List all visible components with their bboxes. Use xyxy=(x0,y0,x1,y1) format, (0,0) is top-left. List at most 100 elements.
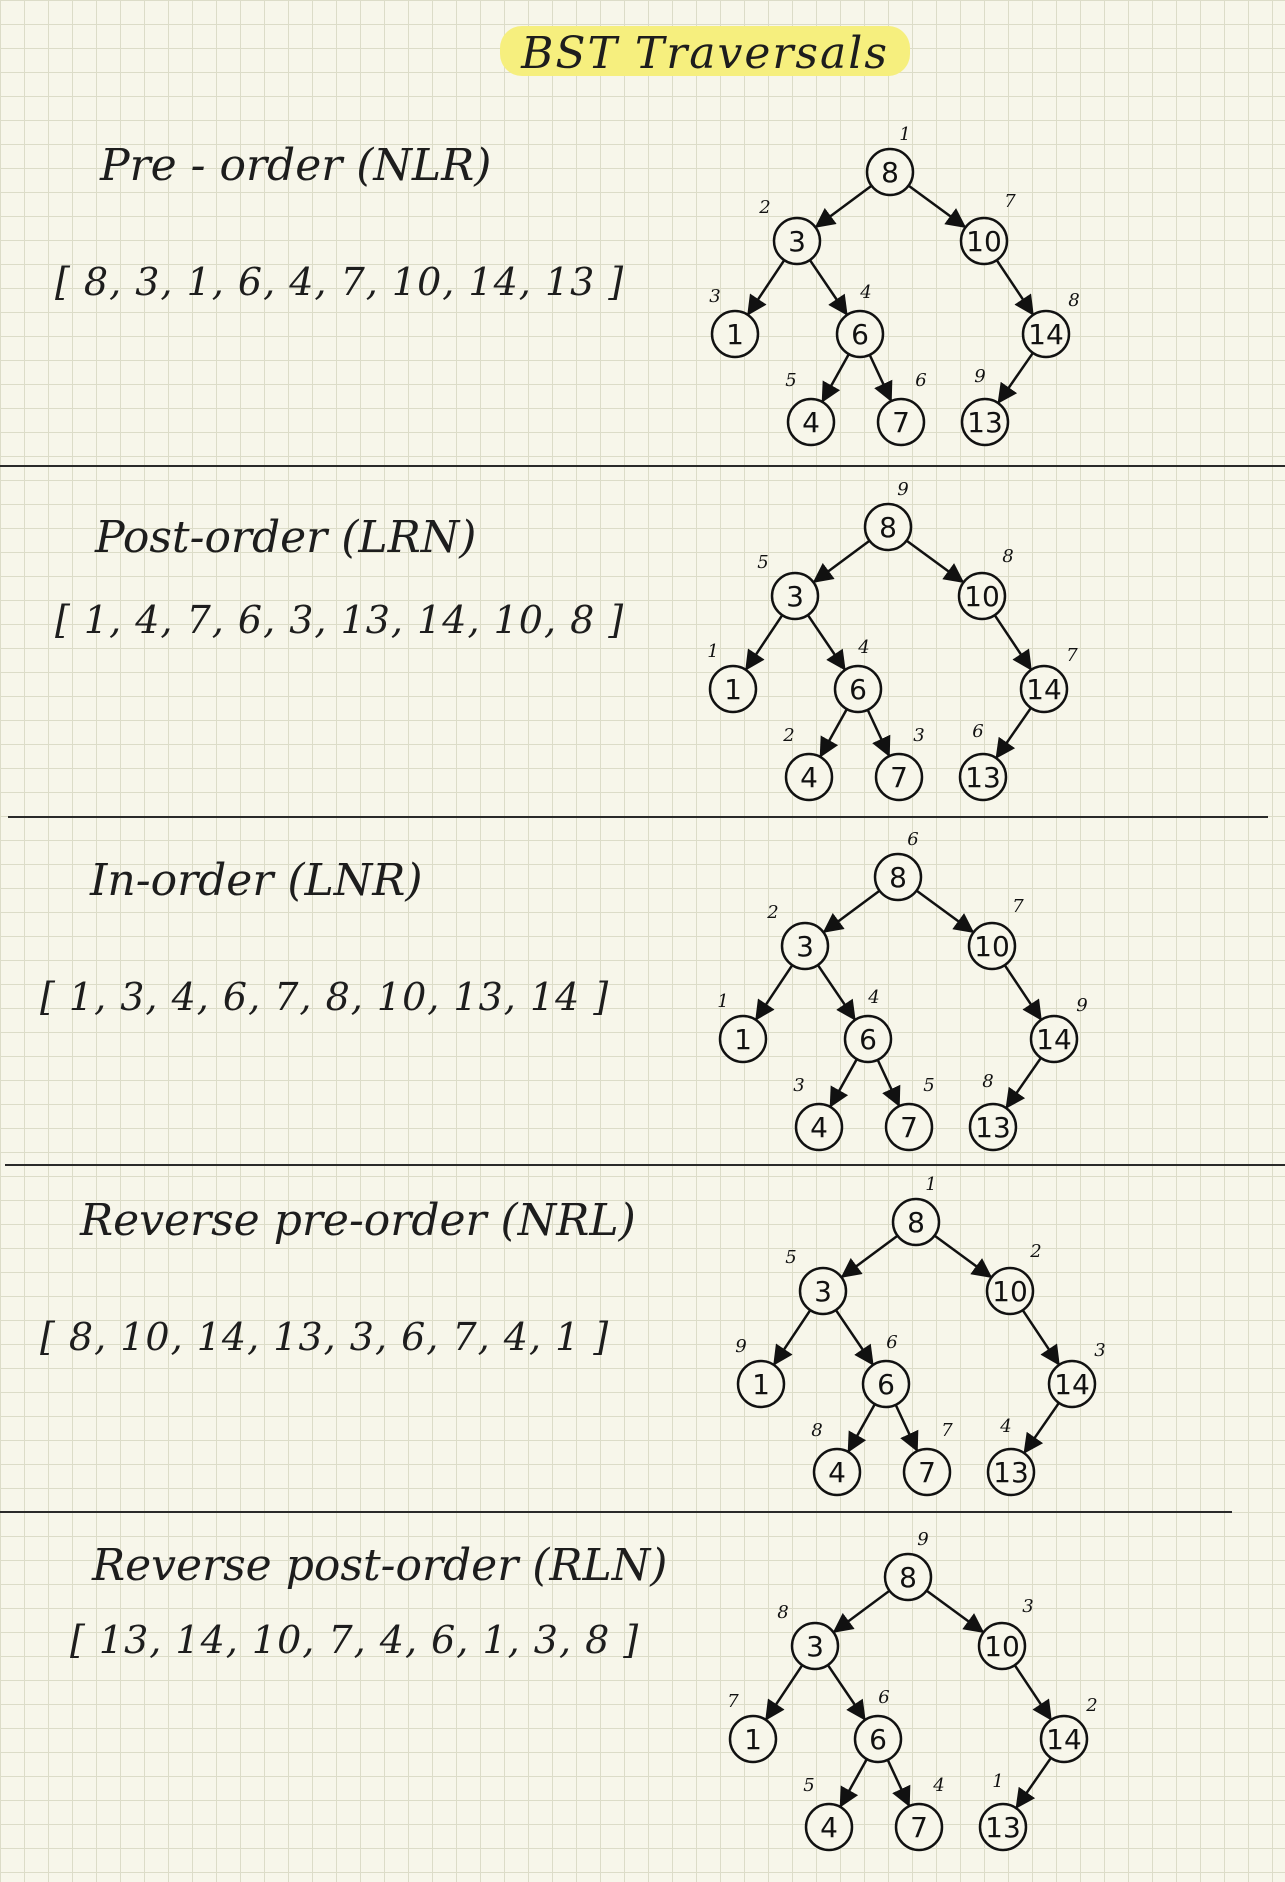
tree-node-13 xyxy=(960,397,1010,447)
tree-edge-8-3 xyxy=(822,889,881,933)
tree-node-14 xyxy=(1039,1714,1089,1764)
visit-order-7: 7 xyxy=(941,1420,953,1441)
tree-node-label-4: 4 xyxy=(820,1811,838,1844)
tree-node-6 xyxy=(833,664,883,714)
tree-node-label-8: 8 xyxy=(881,156,899,189)
tree-node-label-8: 8 xyxy=(879,511,897,544)
tree-edge-10-14 xyxy=(1013,1664,1052,1721)
section-label-reverse-preorder: Reverse pre-order (NRL) xyxy=(80,1195,636,1246)
tree-node-label-1: 1 xyxy=(726,318,744,351)
tree-node-6 xyxy=(853,1714,903,1764)
tree-node-label-13: 13 xyxy=(985,1811,1021,1844)
tree-node-label-14: 14 xyxy=(1046,1723,1082,1756)
visit-order-4: 3 xyxy=(793,1075,804,1096)
tree-node-label-10: 10 xyxy=(992,1275,1028,1308)
visit-order-14: 8 xyxy=(1068,290,1079,311)
tree-node-14 xyxy=(1029,1014,1079,1064)
tree-node-label-13: 13 xyxy=(993,1456,1029,1489)
tree-edge-8-10 xyxy=(907,184,967,228)
tree-node-label-7: 7 xyxy=(918,1456,936,1489)
visit-order-4: 5 xyxy=(803,1775,814,1796)
tree-node-1 xyxy=(718,1014,768,1064)
tree-node-10 xyxy=(957,571,1007,621)
visit-order-1: 1 xyxy=(707,641,718,662)
tree-node-6 xyxy=(861,1359,911,1409)
tree-node-label-6: 6 xyxy=(877,1368,895,1401)
tree-node-14 xyxy=(1019,664,1069,714)
visit-order-10: 7 xyxy=(1004,191,1016,212)
tree-node-1 xyxy=(728,1714,778,1764)
tree-node-7 xyxy=(894,1802,944,1852)
tree-node-1 xyxy=(736,1359,786,1409)
tree-edge-8-3 xyxy=(832,1589,891,1633)
visit-order-6: 6 xyxy=(886,1332,897,1353)
visit-order-8: 1 xyxy=(925,1174,936,1195)
section-label-preorder: Pre - order (NLR) xyxy=(100,140,492,191)
tree-node-label-6: 6 xyxy=(851,318,869,351)
tree-edge-6-7 xyxy=(886,1759,911,1808)
tree-node-4 xyxy=(794,1102,844,1152)
tree-edge-8-10 xyxy=(933,1234,993,1278)
tree-node-14 xyxy=(1021,309,1071,359)
tree-edge-8-10 xyxy=(915,889,975,933)
tree-node-label-13: 13 xyxy=(965,761,1001,794)
tree-node-label-10: 10 xyxy=(984,1630,1020,1663)
visit-order-10: 8 xyxy=(1002,546,1013,567)
tree-edge-6-4 xyxy=(839,1758,868,1808)
section-sequence-reverse-postorder: [ 13, 14, 10, 7, 4, 6, 1, 3, 8 ] xyxy=(70,1618,640,1662)
tree-node-13 xyxy=(978,1802,1028,1852)
visit-order-6: 4 xyxy=(867,987,879,1008)
tree-node-label-14: 14 xyxy=(1054,1368,1090,1401)
tree-node-label-10: 10 xyxy=(964,580,1000,613)
tree-node-label-8: 8 xyxy=(889,861,907,894)
tree-node-label-1: 1 xyxy=(724,673,742,706)
tree-node-label-4: 4 xyxy=(810,1111,828,1144)
tree-node-10 xyxy=(959,216,1009,266)
tree-node-label-6: 6 xyxy=(859,1023,877,1056)
tree-node-14 xyxy=(1047,1359,1097,1409)
tree-node-3 xyxy=(798,1266,848,1316)
tree-node-13 xyxy=(968,1102,1018,1152)
tree-edge-10-14 xyxy=(1021,1309,1060,1366)
tree-node-label-7: 7 xyxy=(900,1111,918,1144)
tree-node-label-14: 14 xyxy=(1036,1023,1072,1056)
tree-node-label-6: 6 xyxy=(869,1723,887,1756)
tree-edge-3-1 xyxy=(745,614,784,671)
visit-order-10: 7 xyxy=(1012,896,1024,917)
tree-node-label-3: 3 xyxy=(786,580,804,613)
tree-edge-14-13 xyxy=(997,352,1034,404)
tree-node-1 xyxy=(708,664,758,714)
tree-node-10 xyxy=(985,1266,1035,1316)
section-sequence-preorder: [ 8, 3, 1, 6, 4, 7, 10, 14, 13 ] xyxy=(55,260,625,304)
tree-edge-3-6 xyxy=(816,964,856,1021)
visit-order-10: 3 xyxy=(1022,1596,1033,1617)
tree-node-label-14: 14 xyxy=(1028,318,1064,351)
tree-edge-3-6 xyxy=(806,614,846,671)
tree-edge-6-7 xyxy=(868,354,893,403)
visit-order-8: 9 xyxy=(917,1529,928,1550)
tree-edge-8-3 xyxy=(812,539,871,583)
tree-edge-14-13 xyxy=(1023,1402,1060,1454)
section-divider xyxy=(0,1511,1232,1513)
tree-edge-10-14 xyxy=(995,259,1034,316)
tree-node-7 xyxy=(876,397,926,447)
tree-node-label-3: 3 xyxy=(788,225,806,258)
tree-node-7 xyxy=(902,1447,952,1497)
visit-order-6: 6 xyxy=(878,1687,889,1708)
section-label-reverse-postorder: Reverse post-order (RLN) xyxy=(92,1540,668,1591)
visit-order-1: 3 xyxy=(709,286,720,307)
visit-order-3: 8 xyxy=(777,1602,788,1623)
tree-node-3 xyxy=(772,216,822,266)
section-sequence-postorder: [ 1, 4, 7, 6, 3, 13, 14, 10, 8 ] xyxy=(55,598,625,642)
tree-node-10 xyxy=(977,1621,1027,1671)
tree-node-6 xyxy=(835,309,885,359)
tree-node-label-1: 1 xyxy=(734,1023,752,1056)
visit-order-14: 7 xyxy=(1066,645,1078,666)
tree-node-label-1: 1 xyxy=(744,1723,762,1756)
section-label-inorder: In-order (LNR) xyxy=(90,855,423,906)
tree-node-7 xyxy=(884,1102,934,1152)
visit-order-8: 6 xyxy=(907,829,918,850)
tree-edge-8-3 xyxy=(840,1234,899,1278)
tree-node-8 xyxy=(863,502,913,552)
